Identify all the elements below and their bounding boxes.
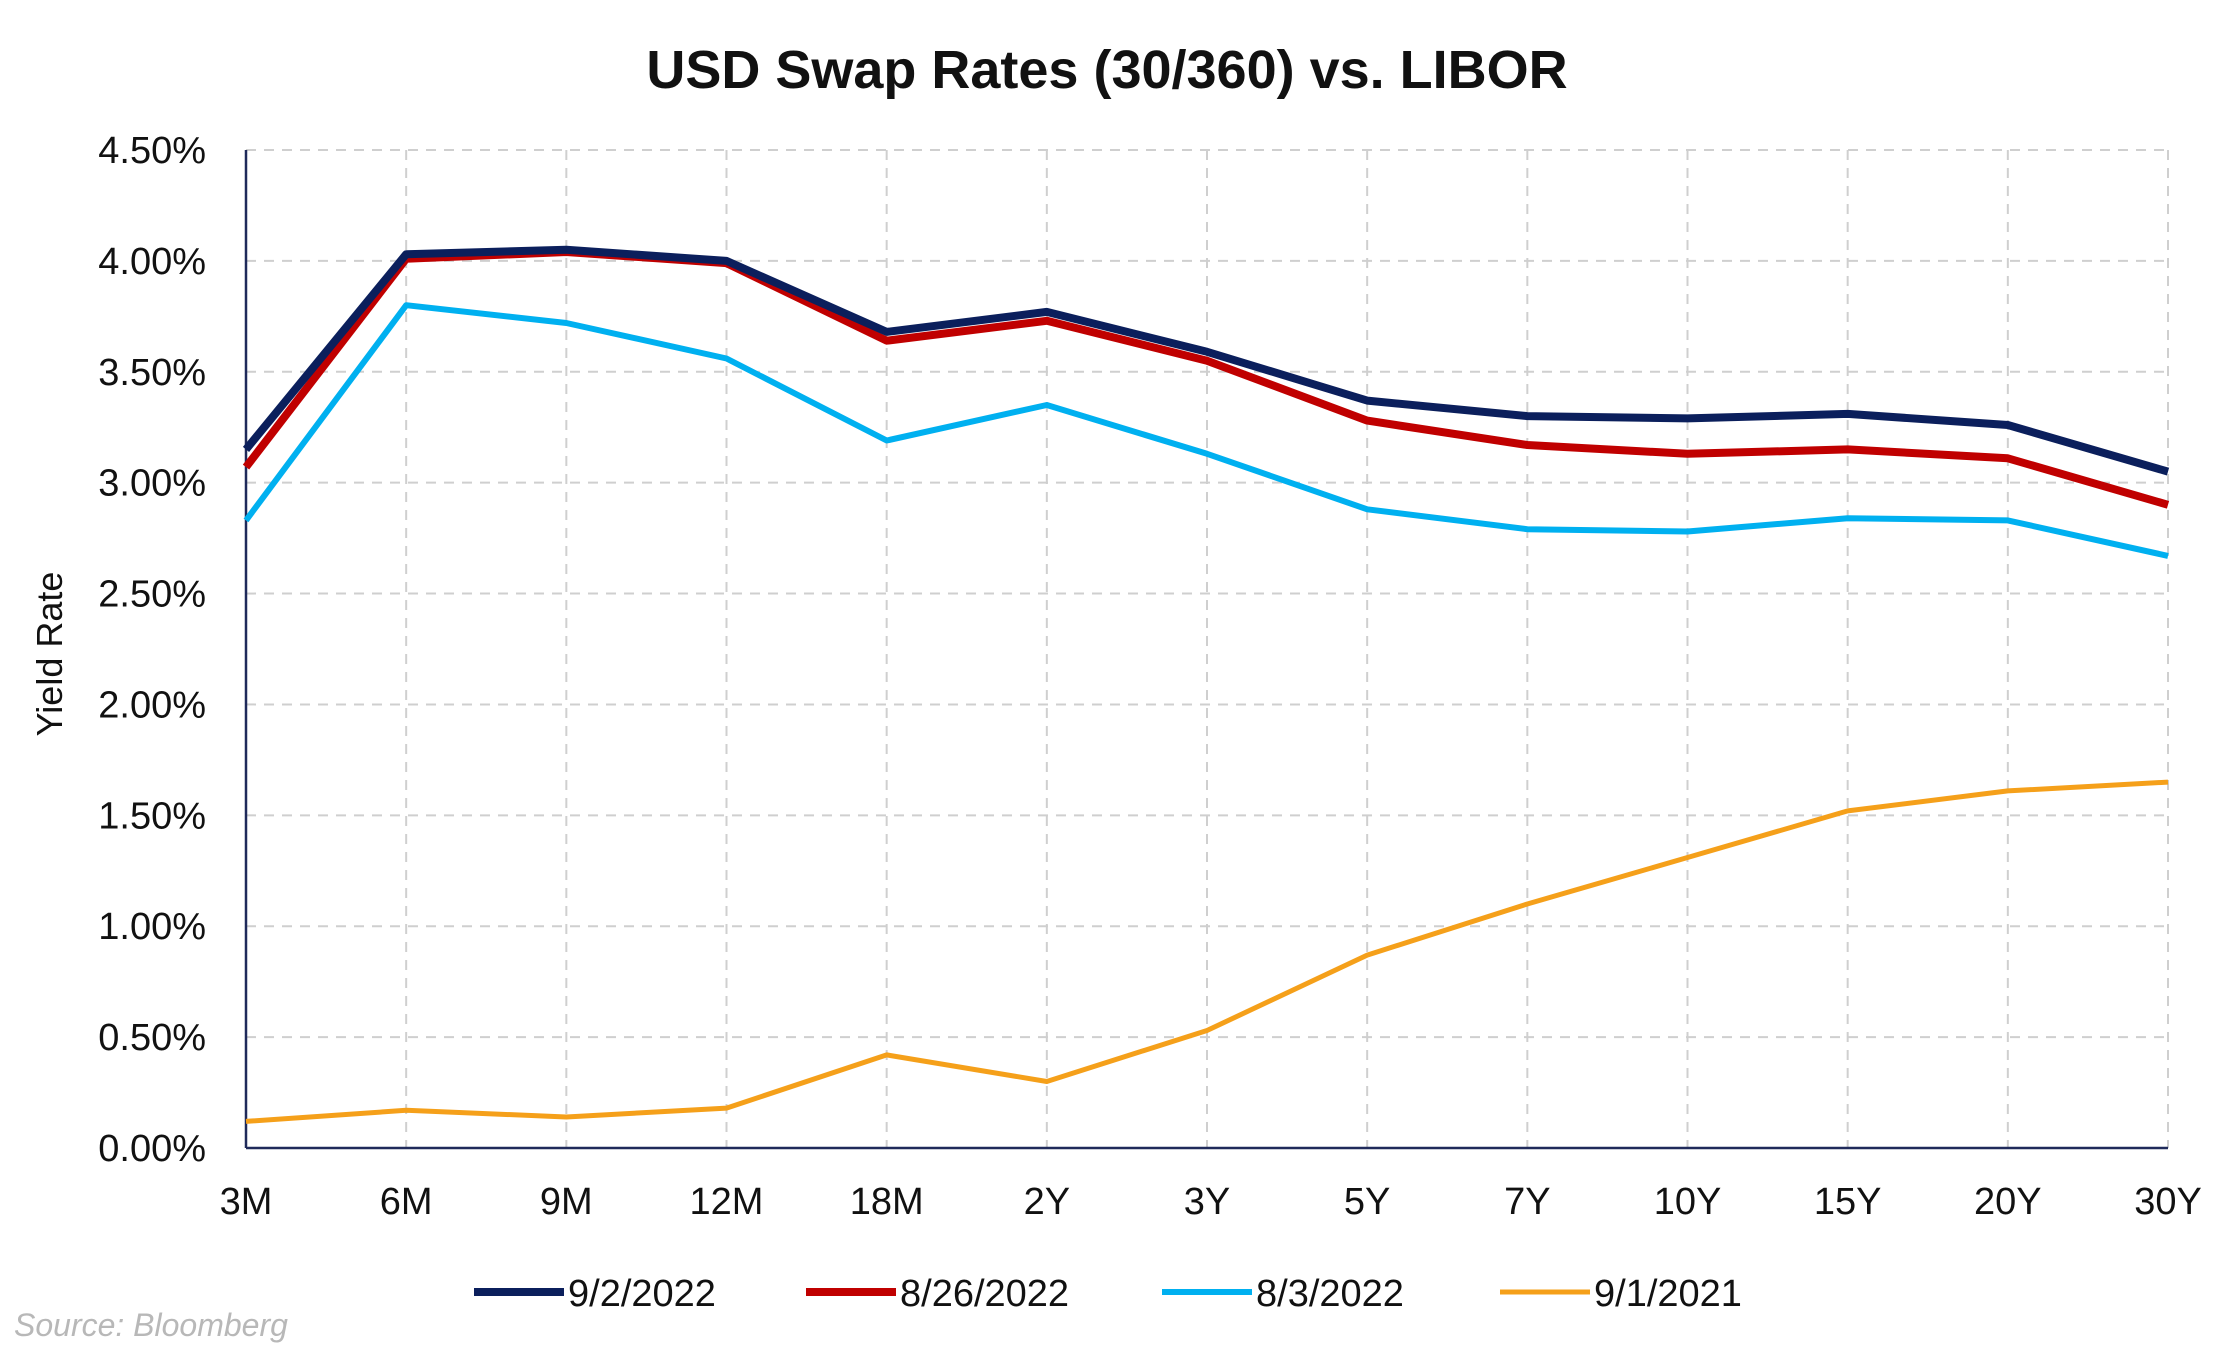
y-tick-label: 4.00% xyxy=(98,241,206,283)
x-tick-label: 18M xyxy=(850,1181,924,1223)
legend-label: 9/2/2022 xyxy=(568,1273,716,1315)
x-tick-label: 15Y xyxy=(1814,1181,1882,1223)
y-tick-labels: 0.00% 0.50% 1.00% 1.50% 2.00% 2.50% 3.00% 3.50%… xyxy=(98,130,206,1170)
legend: 9/2/2022 8/26/2022 8/3/2022 9/1/2021 xyxy=(474,1273,1742,1315)
y-tick-label: 0.50% xyxy=(98,1017,206,1059)
chart-title: USD Swap Rates (30/360) vs. LIBOR xyxy=(646,40,1567,100)
x-tick-label: 9M xyxy=(540,1181,593,1223)
y-tick-label: 1.00% xyxy=(98,906,206,948)
legend-label: 8/3/2022 xyxy=(1256,1273,1404,1315)
x-tick-label: 2Y xyxy=(1024,1181,1070,1223)
y-tick-label: 1.50% xyxy=(98,795,206,837)
y-tick-label: 2.00% xyxy=(98,684,206,726)
series-line-8-26-2022 xyxy=(242,248,2170,509)
legend-label: 9/1/2021 xyxy=(1594,1273,1742,1315)
series-line-9-1-2021 xyxy=(245,779,2169,1124)
legend-label: 8/26/2022 xyxy=(900,1273,1069,1315)
series-line-8-3-2022 xyxy=(243,302,2169,559)
x-tick-label: 5Y xyxy=(1344,1181,1390,1223)
y-tick-label: 2.50% xyxy=(98,574,206,616)
x-tick-label: 20Y xyxy=(1974,1181,2042,1223)
x-tick-labels: 3M 6M 9M 12M 18M 2Y 3Y 5Y 7Y 10Y 15Y 20Y 30Y xyxy=(220,1181,2202,1223)
x-tick-label: 30Y xyxy=(2134,1181,2202,1223)
source-note: Source: Bloomberg xyxy=(14,1307,288,1343)
grid-lines xyxy=(246,149,2169,1148)
series-line-9-2-2022 xyxy=(242,245,2170,476)
y-tick-label: 0.00% xyxy=(98,1128,206,1170)
y-tick-label: 3.50% xyxy=(98,352,206,394)
y-tick-label: 4.50% xyxy=(98,130,206,172)
x-tick-label: 10Y xyxy=(1654,1181,1722,1223)
x-tick-label: 6M xyxy=(380,1181,433,1223)
x-tick-label: 7Y xyxy=(1504,1181,1550,1223)
axes xyxy=(244,150,2168,1150)
series-lines xyxy=(242,245,2170,1124)
y-axis-title: Yield Rate xyxy=(29,572,70,737)
x-tick-label: 3M xyxy=(220,1181,273,1223)
y-tick-label: 3.00% xyxy=(98,463,206,505)
x-tick-label: 12M xyxy=(690,1181,764,1223)
x-tick-label: 3Y xyxy=(1184,1181,1230,1223)
